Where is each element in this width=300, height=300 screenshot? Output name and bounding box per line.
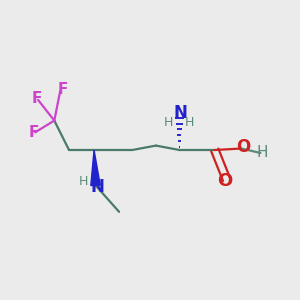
Text: N: N [90, 178, 104, 196]
Text: H: H [256, 146, 268, 160]
Text: O: O [218, 172, 233, 190]
Text: O: O [236, 138, 250, 156]
Text: N: N [174, 104, 188, 122]
Text: F: F [32, 91, 42, 106]
Polygon shape [91, 150, 100, 185]
Text: H: H [184, 116, 194, 128]
Text: H: H [164, 116, 173, 128]
Text: H: H [79, 175, 88, 188]
Text: F: F [58, 82, 68, 97]
Text: F: F [28, 125, 39, 140]
